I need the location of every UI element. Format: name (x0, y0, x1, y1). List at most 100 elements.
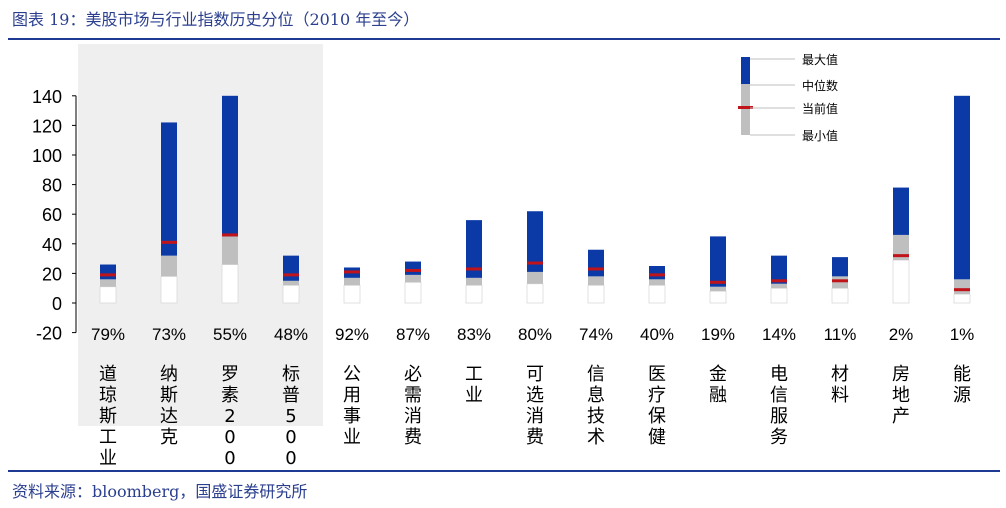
bar-upper-7 (527, 211, 543, 272)
bar-upper-6 (466, 220, 482, 278)
percentile-label: 73% (152, 325, 186, 344)
percentile-label: 79% (91, 325, 125, 344)
bar-upper-9 (649, 266, 665, 280)
y-tick-label: -20 (36, 324, 62, 344)
category-label: 纳斯达克 (160, 364, 178, 448)
current-marker-4 (344, 270, 360, 274)
bar-upper-3 (283, 255, 299, 281)
bar-upper-12 (832, 257, 848, 277)
category-label: 标普 5 0 0 (282, 364, 300, 469)
percentile-label: 87% (396, 325, 430, 344)
bar-min-9 (648, 284, 666, 304)
legend-lower-swatch (741, 84, 750, 135)
bar-min-2 (221, 264, 239, 304)
bar-min-6 (465, 284, 483, 304)
bottom-rule (8, 470, 1000, 472)
bar-lower-7 (527, 271, 543, 284)
bar-upper-8 (588, 249, 604, 277)
bar-min-14 (953, 293, 971, 304)
bar-min-7 (526, 283, 544, 304)
legend-label-min: 最小值 (802, 128, 838, 143)
bar-upper-11 (771, 255, 787, 284)
bar-upper-0 (100, 264, 116, 280)
figure-title: 图表 19：美股市场与行业指数历史分位（2010 年至今） (12, 10, 420, 29)
bar-upper-5 (405, 261, 421, 275)
bar-lower-0 (100, 279, 116, 287)
bar-lower-3 (283, 280, 299, 286)
percentile-label: 74% (579, 325, 613, 344)
bar-min-10 (709, 290, 727, 304)
y-tick-label: 120 (32, 116, 62, 136)
y-tick-label: 20 (42, 264, 62, 284)
current-marker-3 (283, 273, 299, 277)
category-label: 房地产 (892, 364, 910, 427)
bar-upper-1 (161, 122, 177, 256)
bar-min-8 (587, 284, 605, 304)
legend-current-swatch (738, 106, 753, 109)
current-marker-5 (405, 268, 421, 272)
category-label: 罗素2000 (221, 364, 239, 470)
category-label: 必需消费 (404, 364, 422, 448)
bar-lower-11 (771, 283, 787, 289)
bar-lower-10 (710, 286, 726, 292)
bar-min-13 (892, 259, 910, 304)
y-tick-label: 0 (52, 294, 62, 314)
category-label: 信息技术 (587, 364, 605, 448)
y-tick-label: 60 (42, 205, 62, 225)
bar-min-0 (99, 286, 117, 304)
current-marker-1 (161, 240, 177, 244)
category-label: 可选消费 (526, 364, 544, 448)
current-marker-8 (588, 267, 604, 271)
percentile-label: 83% (457, 325, 491, 344)
percentile-label: 14% (762, 325, 796, 344)
bar-min-11 (770, 287, 788, 304)
current-marker-11 (771, 279, 787, 283)
category-label: 能源 (953, 364, 971, 406)
y-tick-label: 80 (42, 176, 62, 196)
y-tick-label: 140 (32, 87, 62, 107)
bar-lower-5 (405, 274, 421, 283)
percentile-label: 11% (824, 325, 857, 344)
highlight-region (78, 44, 323, 426)
current-marker-14 (954, 288, 970, 292)
bar-lower-8 (588, 276, 604, 286)
legend-label-current: 当前值 (802, 101, 838, 116)
category-label: 工业 (465, 364, 483, 406)
bar-min-1 (160, 275, 178, 304)
current-marker-2 (222, 233, 238, 237)
category-label: 金融 (709, 364, 727, 406)
category-label: 电信服务 (770, 364, 788, 448)
chart: -20 0 20 40 60 80 100 120 140 79% 道琼斯工业 73% 纳斯达克 55%… (32, 44, 975, 470)
bar-lower-4 (344, 277, 360, 286)
category-label: 道琼斯工业 (99, 364, 117, 469)
current-marker-7 (527, 261, 543, 265)
top-rule (8, 38, 1000, 40)
bar-upper-13 (893, 187, 909, 235)
percentile-label: 55% (213, 325, 247, 344)
bar-upper-10 (710, 236, 726, 287)
percentile-label: 48% (274, 325, 308, 344)
legend-upper-swatch (741, 57, 750, 84)
percentile-label: 92% (335, 325, 369, 344)
current-marker-9 (649, 273, 665, 277)
bar-min-5 (404, 281, 422, 304)
current-marker-13 (893, 254, 909, 258)
percentile-label: 1% (950, 325, 975, 344)
current-marker-10 (710, 280, 726, 284)
legend-label-median: 中位数 (802, 78, 838, 93)
percentile-label: 80% (518, 325, 552, 344)
percentile-label: 40% (640, 325, 674, 344)
bar-lower-13 (893, 234, 909, 261)
current-marker-6 (466, 267, 482, 271)
bar-lower-1 (161, 255, 177, 277)
bar-min-3 (282, 284, 300, 304)
bar-min-4 (343, 284, 361, 304)
category-label: 公用事业 (343, 364, 361, 448)
bar-min-12 (831, 287, 849, 304)
y-tick-label: 40 (42, 235, 62, 255)
bar-lower-9 (649, 279, 665, 286)
legend-label-max: 最大值 (802, 52, 838, 67)
bar-lower-2 (222, 236, 238, 265)
category-label: 材料 (831, 364, 849, 406)
bar-lower-6 (466, 277, 482, 286)
